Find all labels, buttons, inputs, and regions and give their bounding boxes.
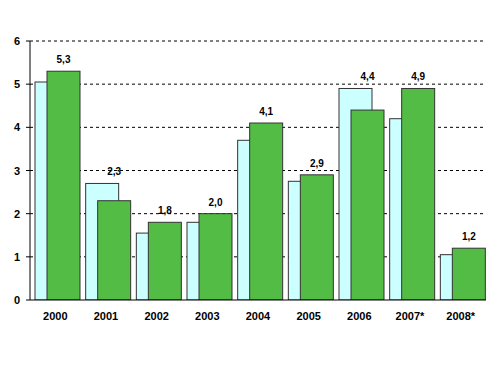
chart: 0 1 2 3 4 5 6 5,3 2,3 1,8 2,0 4,1 2,9 4,4 4,9 1,2 2000 20… [0,0,499,368]
bar [98,201,131,300]
y-axis [30,41,31,300]
bar [351,110,384,300]
data-label: 1,2 [462,231,476,242]
x-tick-label: 2006 [347,310,371,322]
y-tick-label: 1 [14,251,20,263]
data-label: 1,8 [158,205,172,216]
data-label: 2,0 [209,197,223,208]
data-label: 2,3 [107,166,121,177]
y-tick-label: 0 [14,294,20,306]
bar [452,248,485,300]
bars [35,71,485,300]
bar [199,214,232,300]
y-tick [26,170,30,171]
x-tick-label: 2003 [195,310,219,322]
y-tick-label: 6 [14,35,20,47]
y-tick [26,41,30,42]
y-tick [26,84,30,85]
bar [402,88,435,300]
y-tick [26,127,30,128]
data-label: 4,9 [411,71,425,82]
y-tick [26,300,30,301]
bar [148,222,181,300]
x-tick-label: 2007* [396,310,425,322]
y-tick [26,256,30,257]
x-tick-label: 2000 [43,310,67,322]
y-tick-label: 3 [14,165,20,177]
bar [47,71,80,300]
x-tick-label: 2002 [144,310,168,322]
bar [300,175,333,300]
y-tick [26,213,30,214]
x-tick-label: 2005 [296,310,320,322]
data-label: 2,9 [310,158,324,169]
bar [250,123,283,300]
x-tick-label: 2001 [94,310,118,322]
x-axis [30,300,486,301]
y-tick-label: 4 [14,121,21,133]
data-label: 4,1 [259,106,273,117]
x-tick-label: 2004 [246,310,271,322]
x-tick-label: 2008* [446,310,475,322]
grid-line [30,41,486,42]
grid-line [30,84,486,85]
y-tick-label: 5 [14,78,20,90]
data-label: 5,3 [57,54,71,65]
y-tick-label: 2 [14,208,20,220]
data-label: 4,4 [361,71,375,82]
